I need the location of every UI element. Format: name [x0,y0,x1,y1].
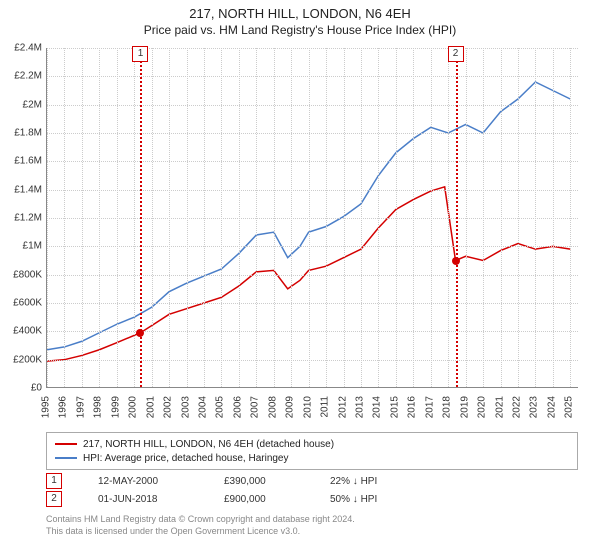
legend-label: HPI: Average price, detached house, Hari… [83,453,289,464]
y-tick-label: £800K [13,269,42,280]
x-tick-label: 2017 [424,396,435,418]
marker-flag-icon: 2 [448,46,464,62]
y-tick-label: £200K [13,354,42,365]
x-tick-label: 2002 [163,396,174,418]
x-tick-label: 2003 [180,396,191,418]
x-tick-label: 2013 [354,396,365,418]
y-tick-label: £0 [31,383,42,394]
legend-item-hpi: HPI: Average price, detached house, Hari… [55,451,569,465]
x-tick-label: 2006 [232,396,243,418]
legend: 217, NORTH HILL, LONDON, N6 4EH (detache… [46,432,578,470]
x-tick-label: 2019 [459,396,470,418]
marker-flag-icon: 1 [132,46,148,62]
x-tick-label: 1998 [93,396,104,418]
chart-container: 217, NORTH HILL, LONDON, N6 4EH Price pa… [0,0,600,560]
x-tick-label: 2025 [564,396,575,418]
legend-swatch [55,457,77,459]
legend-item-price-paid: 217, NORTH HILL, LONDON, N6 4EH (detache… [55,437,569,451]
y-tick-label: £600K [13,298,42,309]
x-tick-label: 2012 [337,396,348,418]
x-tick-label: 2000 [128,396,139,418]
title-block: 217, NORTH HILL, LONDON, N6 4EH Price pa… [0,0,600,37]
y-axis-labels: £0£200K£400K£600K£800K£1M£1.2M£1.4M£1.6M… [0,48,44,388]
y-tick-label: £1.2M [14,213,42,224]
y-tick-label: £2.2M [14,71,42,82]
transaction-date: 01-JUN-2018 [98,494,188,505]
y-tick-label: £1M [23,241,42,252]
x-tick-label: 2022 [511,396,522,418]
x-tick-label: 1995 [41,396,52,418]
transaction-flag-icon: 1 [46,473,62,489]
x-tick-label: 2020 [477,396,488,418]
chart-subtitle: Price paid vs. HM Land Registry's House … [0,23,600,37]
plot-area: 12 [46,48,578,388]
y-tick-label: £2.4M [14,43,42,54]
x-tick-label: 2018 [442,396,453,418]
x-tick-label: 2014 [372,396,383,418]
x-tick-label: 2009 [285,396,296,418]
transaction-price: £390,000 [224,476,294,487]
x-tick-label: 2001 [145,396,156,418]
x-tick-label: 2016 [407,396,418,418]
x-tick-label: 2005 [215,396,226,418]
chart-title: 217, NORTH HILL, LONDON, N6 4EH [0,6,600,21]
y-tick-label: £1.8M [14,128,42,139]
x-tick-label: 2004 [197,396,208,418]
x-tick-label: 2008 [267,396,278,418]
attribution: Contains HM Land Registry data © Crown c… [46,514,578,537]
x-tick-label: 2011 [320,396,331,418]
x-tick-label: 2021 [494,396,505,418]
y-tick-label: £400K [13,326,42,337]
legend-swatch [55,443,77,445]
marker-dot-icon [136,329,144,337]
legend-label: 217, NORTH HILL, LONDON, N6 4EH (detache… [83,439,334,450]
attribution-line: This data is licensed under the Open Gov… [46,526,578,538]
x-tick-label: 1999 [110,396,121,418]
y-tick-label: £2M [23,99,42,110]
x-tick-label: 2024 [546,396,557,418]
transaction-row: 2 01-JUN-2018 £900,000 50% ↓ HPI [46,490,578,508]
x-tick-label: 2015 [389,396,400,418]
transaction-list: 1 12-MAY-2000 £390,000 22% ↓ HPI 2 01-JU… [46,472,578,508]
transaction-diff: 22% ↓ HPI [330,476,410,487]
x-axis-labels: 1995199619971998199920002001200220032004… [46,392,578,432]
y-tick-label: £1.6M [14,156,42,167]
transaction-row: 1 12-MAY-2000 £390,000 22% ↓ HPI [46,472,578,490]
x-tick-label: 2023 [529,396,540,418]
transaction-date: 12-MAY-2000 [98,476,188,487]
x-tick-label: 1996 [58,396,69,418]
x-tick-label: 1997 [75,396,86,418]
y-tick-label: £1.4M [14,184,42,195]
transaction-flag-icon: 2 [46,491,62,507]
transaction-price: £900,000 [224,494,294,505]
x-tick-label: 2010 [302,396,313,418]
x-tick-label: 2007 [250,396,261,418]
marker-dot-icon [452,257,460,265]
transaction-diff: 50% ↓ HPI [330,494,410,505]
attribution-line: Contains HM Land Registry data © Crown c… [46,514,578,526]
